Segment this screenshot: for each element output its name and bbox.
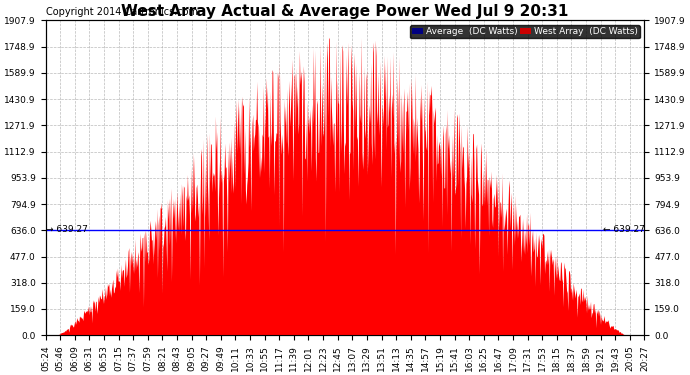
Text: Copyright 2014 Cartronics.com: Copyright 2014 Cartronics.com	[46, 7, 197, 17]
Text: ← 639.27: ← 639.27	[602, 225, 644, 234]
Text: → 639.27: → 639.27	[46, 225, 88, 234]
Title: West Array Actual & Average Power Wed Jul 9 20:31: West Array Actual & Average Power Wed Ju…	[121, 4, 569, 19]
Legend: Average  (DC Watts), West Array  (DC Watts): Average (DC Watts), West Array (DC Watts…	[410, 25, 640, 38]
